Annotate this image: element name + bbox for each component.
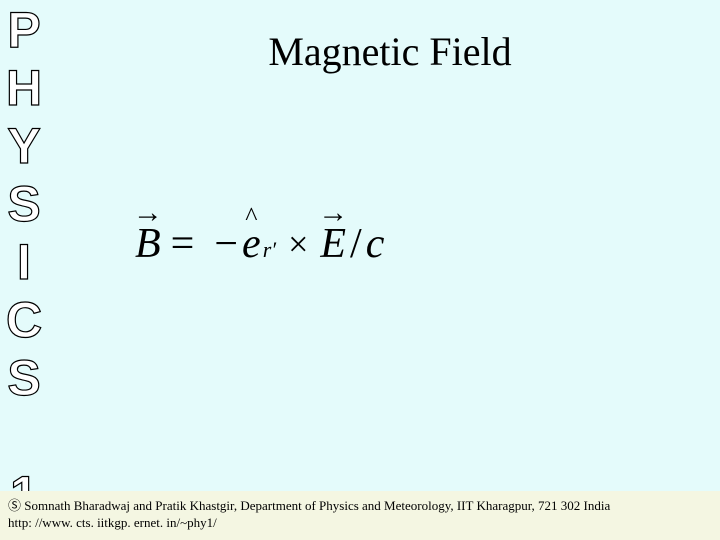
equals-sign: = xyxy=(171,220,195,268)
arrow-icon: → xyxy=(133,196,163,230)
unit-vector-e: ^ e xyxy=(242,220,261,268)
footer: Ⓢ Somnath Bharadwaj and Pratik Khastgir,… xyxy=(0,491,720,540)
arrow-icon: → xyxy=(318,196,348,230)
course-label: PHYSICS 1 xyxy=(4,2,43,524)
slide: PHYSICS 1 Magnetic Field → B = − ^ e r′ … xyxy=(0,0,720,540)
slide-title: Magnetic Field xyxy=(0,28,720,75)
vector-B: → B xyxy=(135,220,161,268)
subscript-r-prime: r′ xyxy=(263,237,276,263)
hat-icon: ^ xyxy=(245,202,257,232)
equation: → B = − ^ e r′ × → E / c xyxy=(135,220,384,268)
symbol-c: c xyxy=(366,220,385,268)
footer-url: http: //www. cts. iitkgp. ernet. in/~phy… xyxy=(8,514,712,532)
minus-sign: − xyxy=(214,220,238,268)
vector-E: → E xyxy=(320,220,346,268)
division-slash: / xyxy=(350,220,362,268)
cross-product: × xyxy=(288,223,308,265)
footer-credit: Ⓢ Somnath Bharadwaj and Pratik Khastgir,… xyxy=(8,497,712,515)
